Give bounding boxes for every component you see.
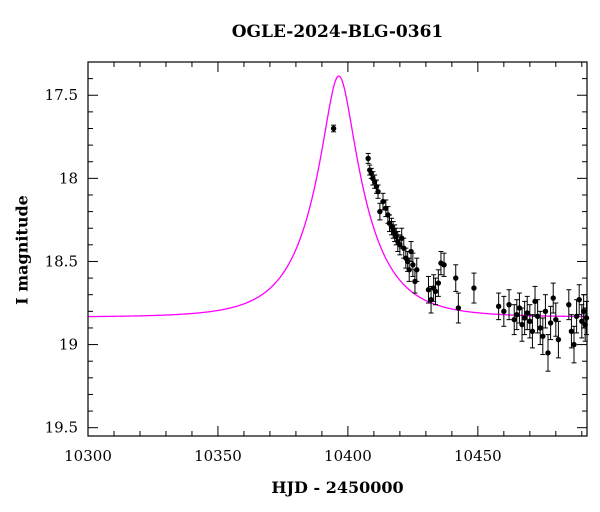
data-point [441, 252, 447, 277]
point-marker [435, 280, 442, 286]
axes-layer: 10300 10350 10400 10450 17.5 18 18.5 19 19.5 [45, 61, 588, 465]
point-marker [516, 305, 523, 311]
point-marker [521, 315, 528, 321]
data-point [511, 304, 517, 336]
data-point [506, 289, 512, 321]
x-tick-label: 10300 [64, 447, 112, 465]
data-point [553, 302, 559, 337]
data-point [573, 299, 580, 334]
point-marker [555, 336, 562, 343]
y-tick-label: 19 [59, 336, 78, 354]
data-point [521, 300, 528, 336]
point-marker [537, 325, 543, 331]
data-point [425, 275, 432, 304]
data-point [516, 292, 523, 324]
point-marker [495, 303, 502, 310]
y-tick-label: 19.5 [45, 419, 78, 437]
data-point [375, 184, 381, 199]
model-layer [88, 75, 587, 318]
data-point [524, 295, 530, 331]
data-point [406, 257, 412, 282]
point-marker [441, 262, 447, 268]
data-point [501, 295, 507, 327]
model-curve [88, 75, 587, 318]
point-marker [571, 341, 577, 348]
point-marker [534, 313, 541, 320]
point-marker [545, 350, 551, 356]
point-marker [501, 308, 507, 315]
data-point [519, 307, 525, 342]
point-marker [576, 296, 582, 303]
point-marker [542, 308, 549, 315]
point-marker [566, 301, 572, 308]
data-point [566, 289, 572, 321]
data-point [547, 305, 554, 341]
data-point [550, 282, 556, 314]
data-point [571, 325, 577, 364]
y-tick-label: 17.5 [45, 86, 78, 104]
point-marker [540, 333, 546, 339]
point-marker [406, 267, 412, 273]
point-marker [524, 310, 530, 316]
y-tick-label: 18 [59, 169, 78, 187]
point-marker [547, 320, 554, 326]
x-tick-label: 10350 [194, 447, 242, 465]
x-tick-label: 10450 [454, 447, 502, 465]
data-point [455, 292, 462, 324]
data-point [408, 241, 414, 262]
data-point [495, 292, 502, 321]
point-marker [514, 311, 520, 318]
data-point [432, 277, 439, 306]
point-marker [529, 328, 536, 334]
data-point [529, 314, 536, 349]
y-tick-label: 18.5 [45, 252, 78, 270]
data-point [545, 334, 551, 372]
point-marker [568, 328, 575, 334]
point-marker [511, 316, 517, 323]
point-marker [506, 301, 512, 308]
data-point [527, 304, 533, 339]
chart-title: OGLE-2024-BLG-0361 [231, 22, 444, 42]
data-points-layer [330, 124, 590, 372]
point-marker [410, 262, 416, 268]
point-marker [375, 188, 381, 195]
data-point [542, 294, 549, 329]
x-axis-label: HJD - 2450000 [271, 478, 404, 497]
data-point [576, 284, 582, 316]
point-marker [519, 321, 525, 328]
point-marker [365, 155, 371, 162]
data-point [365, 152, 371, 164]
point-marker [453, 275, 459, 281]
x-tick-label: 10400 [324, 447, 372, 465]
data-point [435, 269, 442, 297]
point-marker [455, 305, 462, 311]
data-point [514, 299, 520, 331]
plot-frame [87, 61, 588, 437]
data-point [330, 124, 337, 133]
data-point [555, 320, 562, 359]
data-point [532, 285, 538, 317]
point-marker [432, 288, 439, 295]
point-marker [471, 285, 477, 291]
point-marker [330, 125, 337, 132]
data-point [471, 272, 477, 304]
data-point [453, 264, 459, 292]
data-point [414, 257, 420, 282]
data-point [537, 310, 543, 346]
data-point [377, 202, 383, 221]
point-marker [550, 295, 556, 301]
point-marker [527, 318, 533, 325]
data-point [540, 317, 546, 356]
point-marker [414, 267, 420, 273]
data-point [568, 314, 575, 349]
point-marker [425, 287, 432, 293]
